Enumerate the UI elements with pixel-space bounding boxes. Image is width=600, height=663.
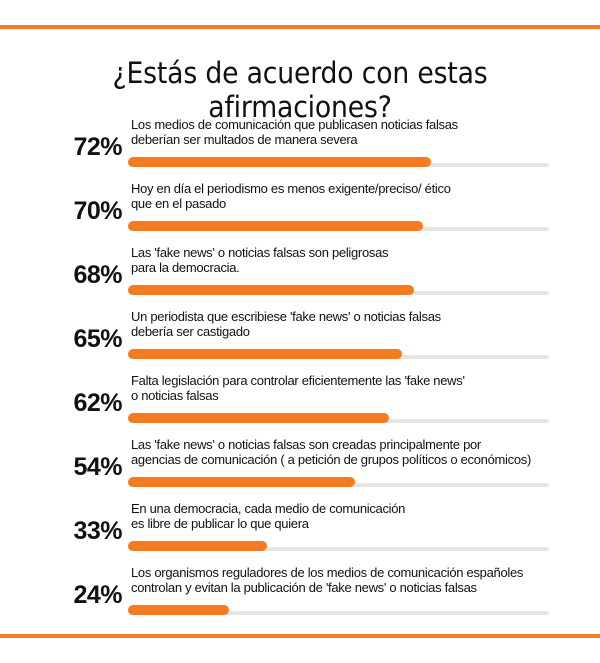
bar-row: 24% Los organismos reguladores de los me… xyxy=(0,565,600,625)
bar-track xyxy=(128,349,549,359)
statement-line: para la democracia. xyxy=(131,260,240,275)
statement-text: Hoy en día el periodismo es menos exigen… xyxy=(131,181,451,211)
bar-row: 54% Las 'fake news' o noticias falsas so… xyxy=(0,437,600,497)
statement-line: Las 'fake news' o noticias falsas son cr… xyxy=(131,437,481,452)
bar-track xyxy=(128,413,549,423)
bar-track xyxy=(128,541,549,551)
statement-line: que en el pasado xyxy=(131,196,226,211)
bar-track xyxy=(128,605,549,615)
statement-line: deberían ser multados de manera severa xyxy=(131,132,358,147)
percent-label: 62% xyxy=(73,389,122,417)
bar-fill xyxy=(128,605,230,615)
statement-line: controlan y evitan la publicación de 'fa… xyxy=(131,580,477,595)
bar-row: 68% Las 'fake news' o noticias falsas so… xyxy=(0,245,600,305)
bar-row: 70% Hoy en día el periodismo es menos ex… xyxy=(0,181,600,241)
bar-fill xyxy=(128,413,390,423)
statement-line: debería ser castigado xyxy=(131,324,250,339)
bar-fill xyxy=(128,349,402,359)
percent-label: 65% xyxy=(73,325,122,353)
percent-label: 70% xyxy=(73,197,122,225)
bar-track xyxy=(128,221,549,231)
statement-text: Falta legislación para controlar eficien… xyxy=(131,373,465,403)
statement-line: Los organismos reguladores de los medios… xyxy=(131,565,524,580)
percent-label: 33% xyxy=(73,517,122,545)
statement-line: Hoy en día el periodismo es menos exigen… xyxy=(131,181,451,196)
bar-fill xyxy=(128,541,267,551)
statement-text: Un periodista que escribiese 'fake news'… xyxy=(131,309,441,339)
top-rule xyxy=(0,25,600,29)
bottom-rule xyxy=(0,634,600,638)
statement-line: Un periodista que escribiese 'fake news'… xyxy=(131,309,441,324)
statement-text: Los medios de comunicación que publicase… xyxy=(131,117,458,147)
percent-label: 72% xyxy=(73,133,122,161)
statement-line: Falta legislación para controlar eficien… xyxy=(131,373,465,388)
statement-text: Los organismos reguladores de los medios… xyxy=(131,565,523,595)
bar-row: 33% En una democracia, cada medio de com… xyxy=(0,501,600,561)
statement-line: o noticias falsas xyxy=(131,388,219,403)
bar-row: 65% Un periodista que escribiese 'fake n… xyxy=(0,309,600,369)
statement-text: En una democracia, cada medio de comunic… xyxy=(131,501,405,531)
statement-text: Las 'fake news' o noticias falsas son cr… xyxy=(131,437,531,467)
percent-label: 54% xyxy=(73,453,122,481)
statement-line: Las 'fake news' o noticias falsas son pe… xyxy=(131,245,389,260)
bar-track xyxy=(128,157,549,167)
bar-fill xyxy=(128,285,415,295)
statement-text: Las 'fake news' o noticias falsas son pe… xyxy=(131,245,389,275)
bar-background xyxy=(128,547,549,551)
percent-label: 68% xyxy=(73,261,122,289)
bar-track xyxy=(128,477,549,487)
bar-background xyxy=(128,611,549,615)
percent-label: 24% xyxy=(73,581,122,609)
statement-line: En una democracia, cada medio de comunic… xyxy=(131,501,406,516)
chart-title: ¿Estás de acuerdo con estas afirmaciones… xyxy=(112,56,488,124)
bar-row: 62% Falta legislación para controlar efi… xyxy=(0,373,600,433)
bar-fill xyxy=(128,221,423,231)
statement-line: es libre de publicar lo que quiera xyxy=(131,516,309,531)
statement-line: Los medios de comunicación que publicase… xyxy=(131,117,458,132)
bar-track xyxy=(128,285,549,295)
statement-line: agencias de comunicación ( a petición de… xyxy=(131,452,531,467)
bar-fill xyxy=(128,477,356,487)
bar-fill xyxy=(128,157,432,167)
bar-row: 72% Los medios de comunicación que publi… xyxy=(0,117,600,177)
